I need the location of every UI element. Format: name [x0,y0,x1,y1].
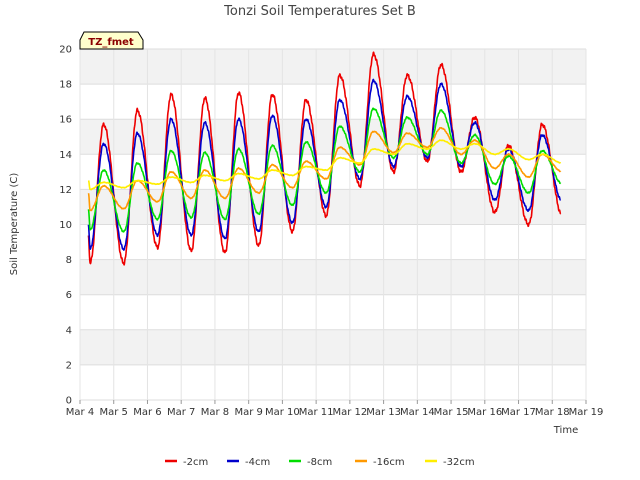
plot-band [80,224,586,260]
x-tick-label: Mar 5 [100,407,128,418]
series-line-16cm [87,126,562,212]
x-tick-label: Mar 11 [299,407,334,418]
legend-label: -8cm [307,457,332,468]
legend-label: -2cm [183,457,208,468]
legend-label: -4cm [245,457,270,468]
x-tick-label: Mar 12 [332,407,367,418]
x-tick-label: Mar 18 [535,407,570,418]
legend: -2cm -4cm -8cm -16cm -32cm [165,457,475,468]
x-tick-label: Mar 14 [400,407,435,418]
y-tick-label: 6 [66,290,72,301]
y-tick-label: 12 [59,185,72,196]
plot-band [80,84,586,120]
x-axis-label: Time [553,425,578,436]
plot-band [80,49,586,85]
y-tick-label: 10 [59,220,72,231]
y-tick-label: 14 [59,150,72,161]
y-tick-label: 2 [66,360,72,371]
y-tick-label: 20 [59,45,72,56]
x-tick-label: Mar 4 [66,407,94,418]
x-tick-label: Mar 16 [467,407,502,418]
series-lines [87,51,562,266]
series-line-4cm [87,78,562,251]
legend-label: -32cm [443,457,475,468]
x-tick-label: Mar 9 [234,407,262,418]
x-axis-ticks: Mar 4 Mar 5 Mar 6 Mar 7 Mar 8 Mar 9 Mar 10Mar … [66,400,604,418]
y-tick-label: 4 [66,325,72,336]
plot-band [80,294,586,330]
chart-title: Tonzi Soil Temperatures Set B [223,4,416,19]
plot-band [80,329,586,365]
series-line-32cm [87,139,562,191]
y-tick-label: 16 [59,115,72,126]
x-tick-label: Mar 15 [434,407,469,418]
plot-band [80,259,586,295]
y-tick-label: 0 [66,396,72,407]
x-tick-label: Mar 6 [133,407,161,418]
gridlines [79,48,587,401]
legend-label: -16cm [373,457,405,468]
x-tick-label: Mar 10 [265,407,300,418]
y-axis-ticks: 0 2 4 6 8 10 12 14 16 18 20 [59,45,72,407]
y-axis-label: Soil Temperature (C) [9,173,20,276]
x-tick-label: Mar 13 [366,407,401,418]
annotation-label: TZ_fmet [88,37,134,48]
annotation-badge: TZ_fmet [79,31,144,50]
x-tick-label: Mar 17 [501,407,536,418]
plot-band [80,364,586,400]
plot-band [80,189,586,225]
y-tick-label: 18 [59,80,72,91]
x-tick-label: Mar 19 [569,407,604,418]
x-tick-label: Mar 7 [167,407,195,418]
y-tick-label: 8 [66,255,72,266]
x-tick-label: Mar 8 [201,407,229,418]
